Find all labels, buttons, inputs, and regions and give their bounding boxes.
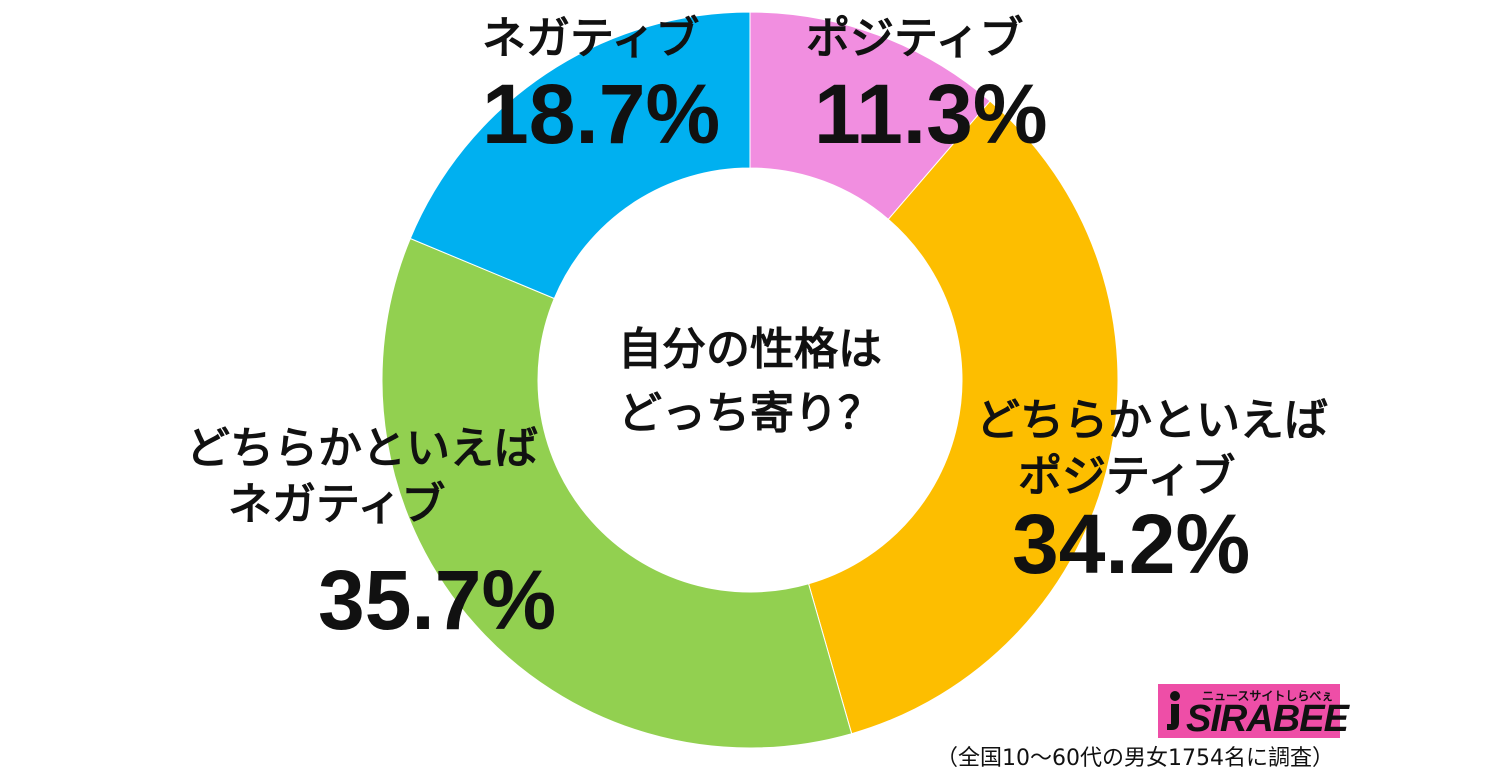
slice-category-somewhat-positive-line-2: ポジティブ [1018, 451, 1236, 502]
slice-value-somewhat-positive: 34.2% [1012, 497, 1251, 591]
sirabee-i-icon [1167, 691, 1180, 730]
logo-brand: SIRABEE [1186, 698, 1349, 740]
slice-category-negative: ネガティブ [482, 13, 700, 64]
slice-category-somewhat-positive-line-1: どちらかといえば [976, 395, 1328, 446]
slice-label-somewhat-negative: どちらかといえば [186, 424, 538, 474]
logo-tagline: ニュースサイトしらべぇ [1202, 689, 1334, 703]
slice-label-negative: ネガティブ [482, 14, 699, 64]
slice-somewhat-positive [807, 100, 1119, 735]
slice-category-somewhat-negative-line-1: どちらかといえば [186, 423, 538, 474]
slice-value-positive: 11.3% [814, 67, 1048, 161]
center-title: 自分の性格は どっち寄り？ [600, 318, 900, 446]
slice-label-somewhat-negative-line-2-wrap: ネガティブ [228, 480, 445, 530]
sirabee-logo: ニュースサイトしらべぇ SIRABEE [1158, 684, 1349, 740]
slice-somewhat-negative [381, 237, 853, 749]
slice-label-somewhat-positive-line-2-wrap: ポジティブ [1018, 452, 1235, 502]
slice-value-negative: 18.7% [482, 67, 721, 161]
slice-category-positive: ポジティブ [806, 13, 1024, 64]
slice-negative [409, 11, 751, 300]
center-title-line-1: 自分の性格は [618, 324, 882, 375]
slice-category-somewhat-negative-line-2: ネガティブ [228, 479, 446, 530]
slice-label-somewhat-positive: どちらかといえば [976, 396, 1328, 446]
survey-footnote: （全国10～60代の男女1754名に調査） [936, 746, 1334, 771]
slice-value-somewhat-negative: 35.7% [318, 553, 557, 647]
center-title-line-2: どっち寄り？ [618, 388, 882, 439]
slice-label-positive: ポジティブ [806, 14, 1023, 64]
